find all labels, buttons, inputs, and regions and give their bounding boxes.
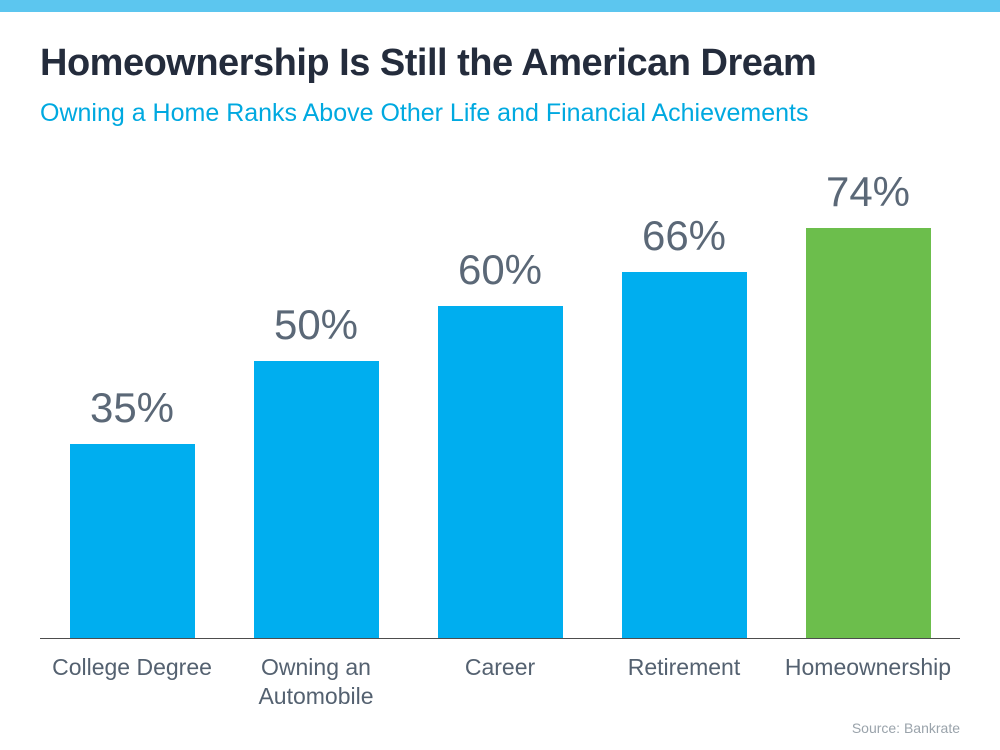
chart-title: Homeownership Is Still the American Drea… bbox=[40, 42, 817, 84]
category-label: Retirement bbox=[627, 654, 741, 680]
bar bbox=[253, 361, 379, 638]
bar-value-label: 50% bbox=[273, 301, 359, 348]
category-label: College Degree bbox=[52, 654, 212, 680]
bar-value-label: 35% bbox=[89, 384, 175, 431]
bar-group: 35% bbox=[40, 384, 224, 638]
category-label: Career bbox=[464, 654, 536, 680]
bar-group: 60% bbox=[408, 246, 592, 638]
category-label: Owning an Automobile bbox=[258, 654, 374, 709]
category-label: Homeownership bbox=[784, 654, 952, 680]
chart-subtitle: Owning a Home Ranks Above Other Life and… bbox=[40, 99, 809, 127]
bar bbox=[805, 228, 931, 638]
chart-header: Homeownership Is Still the American Drea… bbox=[0, 12, 1000, 128]
plot-area: 35% 50% 60% 66% 74% bbox=[40, 158, 960, 638]
bar-chart: 35% 50% 60% 66% 74% College Degree Owning an … bbox=[40, 158, 960, 711]
bar bbox=[69, 444, 195, 638]
bar bbox=[621, 272, 747, 638]
bar-value-label: 60% bbox=[457, 246, 543, 293]
x-axis-line bbox=[40, 638, 960, 639]
bar-group: 66% bbox=[592, 212, 776, 638]
category-axis: College Degree Owning an Automobile Career… bbox=[40, 653, 960, 711]
bar-value-label: 74% bbox=[825, 168, 911, 215]
source-attribution: Source: Bankrate bbox=[851, 720, 960, 736]
bar-value-label: 66% bbox=[641, 212, 727, 259]
bar-group: 74% bbox=[776, 168, 960, 638]
bar-group: 50% bbox=[224, 301, 408, 638]
top-accent-strip bbox=[0, 0, 1000, 12]
bar bbox=[437, 306, 563, 638]
